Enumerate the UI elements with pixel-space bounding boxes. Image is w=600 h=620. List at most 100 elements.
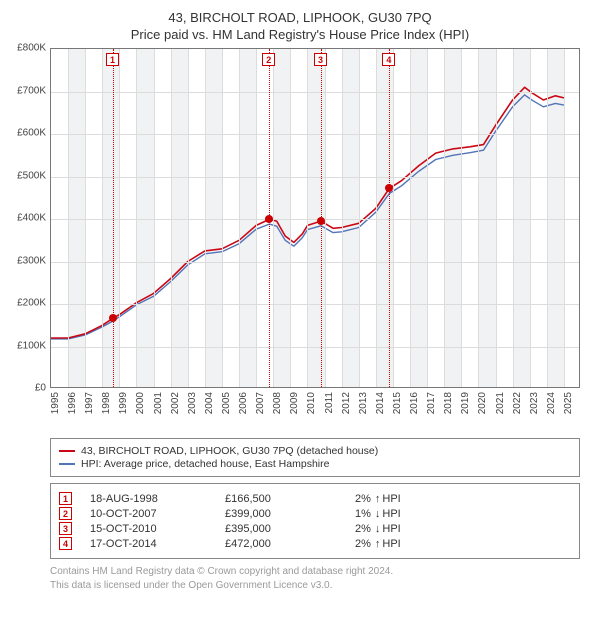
attribution-line1: Contains HM Land Registry data © Crown c… — [50, 565, 590, 579]
y-tick-label: £400K — [17, 213, 46, 224]
sale-marker-box: 2 — [262, 53, 275, 66]
y-tick-label: £800K — [17, 43, 46, 54]
sales-row-hpi-pct: 1% — [355, 508, 371, 520]
y-tick-label: £200K — [17, 298, 46, 309]
sales-row-price: £395,000 — [225, 523, 355, 535]
x-tick-label: 1998 — [101, 392, 112, 414]
v-gridline — [444, 49, 445, 387]
sales-row-price: £399,000 — [225, 508, 355, 520]
x-tick-label: 2002 — [170, 392, 181, 414]
v-gridline — [119, 49, 120, 387]
v-gridline — [393, 49, 394, 387]
x-tick-label: 2010 — [306, 392, 317, 414]
x-tick-label: 2013 — [358, 392, 369, 414]
legend-box: 43, BIRCHOLT ROAD, LIPHOOK, GU30 7PQ (de… — [50, 438, 580, 477]
sales-row-marker: 2 — [59, 507, 72, 520]
sales-row-hpi-label: HPI — [382, 538, 400, 550]
attribution-line2: This data is licensed under the Open Gov… — [50, 579, 590, 593]
sale-vertical-line — [389, 49, 390, 387]
v-gridline — [85, 49, 86, 387]
x-tick-label: 1995 — [50, 392, 61, 414]
title-address: 43, BIRCHOLT ROAD, LIPHOOK, GU30 7PQ — [10, 10, 590, 25]
x-tick-label: 2018 — [443, 392, 454, 414]
sales-row-hpi-label: HPI — [382, 523, 400, 535]
v-gridline — [239, 49, 240, 387]
x-tick-label: 2015 — [392, 392, 403, 414]
y-tick-label: £300K — [17, 255, 46, 266]
x-tick-label: 1997 — [84, 392, 95, 414]
x-tick-label: 2021 — [495, 392, 506, 414]
x-tick-label: 2001 — [153, 392, 164, 414]
v-gridline — [256, 49, 257, 387]
x-tick-label: 2016 — [409, 392, 420, 414]
sale-marker-box: 3 — [314, 53, 327, 66]
arrow-up-icon: ↑ — [375, 538, 381, 550]
h-gridline — [51, 177, 579, 178]
v-gridline — [325, 49, 326, 387]
arrow-down-icon: ↓ — [375, 523, 381, 535]
x-tick-label: 2004 — [204, 392, 215, 414]
x-tick-label: 2020 — [477, 392, 488, 414]
x-tick-label: 2017 — [426, 392, 437, 414]
title-subtitle: Price paid vs. HM Land Registry's House … — [10, 27, 590, 42]
x-tick-label: 2011 — [324, 392, 335, 414]
legend-swatch — [59, 463, 75, 465]
v-gridline — [171, 49, 172, 387]
v-gridline — [102, 49, 103, 387]
legend-row: 43, BIRCHOLT ROAD, LIPHOOK, GU30 7PQ (de… — [59, 445, 571, 457]
x-tick-label: 2012 — [341, 392, 352, 414]
x-tick-label: 2025 — [563, 392, 574, 414]
v-gridline — [222, 49, 223, 387]
x-tick-label: 2005 — [221, 392, 232, 414]
x-tick-label: 2003 — [187, 392, 198, 414]
v-gridline — [547, 49, 548, 387]
sales-row-date: 17-OCT-2014 — [90, 538, 225, 550]
x-tick-label: 2008 — [272, 392, 283, 414]
h-gridline — [51, 134, 579, 135]
sales-row-hpi-pct: 2% — [355, 523, 371, 535]
v-gridline — [461, 49, 462, 387]
v-gridline — [136, 49, 137, 387]
h-gridline — [51, 92, 579, 93]
x-tick-label: 1999 — [118, 392, 129, 414]
sales-row: 315-OCT-2010£395,0002%↓HPI — [59, 522, 571, 535]
v-gridline — [359, 49, 360, 387]
sales-row-price: £472,000 — [225, 538, 355, 550]
x-tick-label: 2023 — [529, 392, 540, 414]
sales-row-marker: 4 — [59, 537, 72, 550]
sales-row-hpi-label: HPI — [382, 508, 400, 520]
chart-area: £0£100K£200K£300K£400K£500K£600K£700K£80… — [10, 48, 590, 434]
v-gridline — [188, 49, 189, 387]
sales-row-hpi-label: HPI — [382, 493, 400, 505]
v-gridline — [307, 49, 308, 387]
v-gridline — [273, 49, 274, 387]
h-gridline — [51, 219, 579, 220]
v-gridline — [342, 49, 343, 387]
x-tick-label: 2019 — [460, 392, 471, 414]
v-gridline — [205, 49, 206, 387]
sales-row: 4 17-OCT-2014£472,0002% ↑HPI — [59, 537, 571, 550]
x-tick-label: 2006 — [238, 392, 249, 414]
v-gridline — [513, 49, 514, 387]
h-gridline — [51, 304, 579, 305]
sale-dot — [385, 184, 393, 192]
y-tick-label: £100K — [17, 340, 46, 351]
h-gridline — [51, 262, 579, 263]
sales-row-hpi-pct: 2% — [355, 493, 371, 505]
y-axis-labels: £0£100K£200K£300K£400K£500K£600K£700K£80… — [10, 48, 50, 388]
x-tick-label: 2009 — [289, 392, 300, 414]
x-tick-label: 2007 — [255, 392, 266, 414]
legend-label: 43, BIRCHOLT ROAD, LIPHOOK, GU30 7PQ (de… — [81, 445, 378, 457]
legend-swatch — [59, 450, 75, 452]
sales-row-date: 10-OCT-2007 — [90, 508, 225, 520]
sales-row-date: 15-OCT-2010 — [90, 523, 225, 535]
x-tick-label: 2022 — [512, 392, 523, 414]
sale-marker-box: 4 — [382, 53, 395, 66]
v-gridline — [410, 49, 411, 387]
h-gridline — [51, 347, 579, 348]
sale-marker-box: 1 — [106, 53, 119, 66]
sales-row-hpi-pct: 2% — [355, 538, 371, 550]
sale-dot — [265, 215, 273, 223]
x-tick-label: 2000 — [135, 392, 146, 414]
sales-row: 118-AUG-1998£166,5002%↑HPI — [59, 492, 571, 505]
